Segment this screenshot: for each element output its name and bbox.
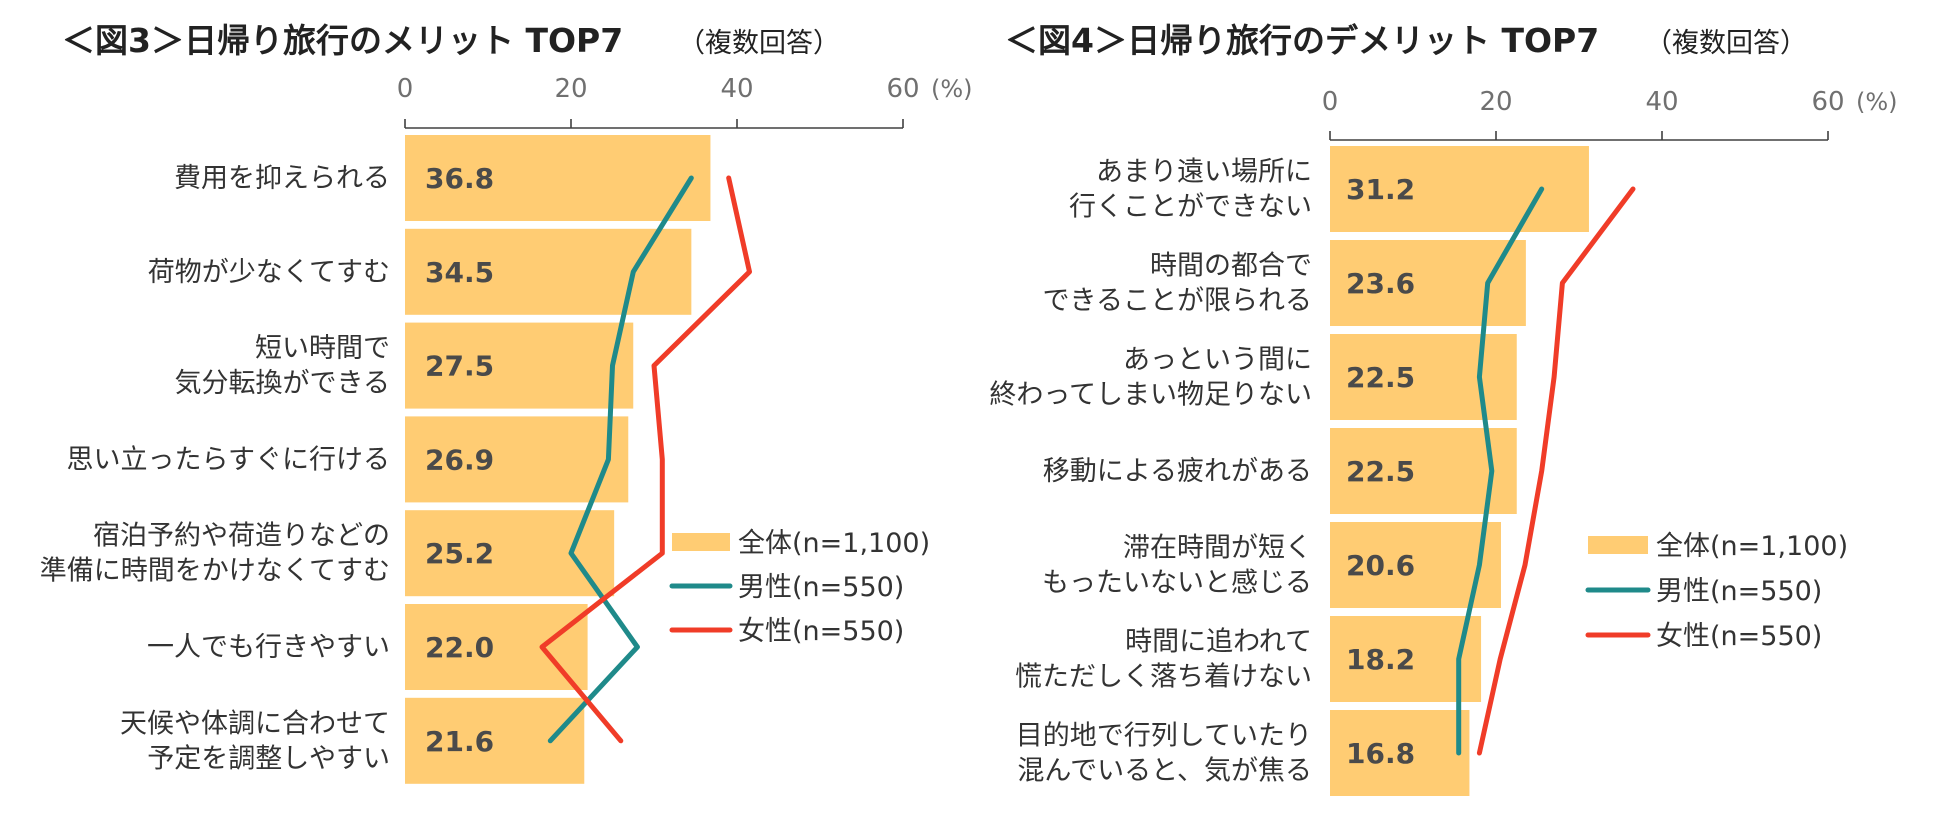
chart-subtitle: （複数回答） [678,28,840,59]
bar [1330,240,1526,326]
bar [1330,146,1589,232]
bar-value-label: 27.5 [425,350,494,383]
bar-value-label: 31.2 [1346,173,1415,206]
category-label: 滞在時間が短く [1123,533,1312,564]
category-label: 費用を抑えられる [174,163,390,194]
legend-label: 全体(n=1,100) [1656,531,1848,562]
category-label: 時間の都合で [1150,251,1312,282]
bar-value-label: 21.6 [425,725,494,758]
x-tick-label: 0 [1322,87,1339,117]
bar-value-label: 26.9 [425,443,494,476]
bar [405,604,588,690]
bar [405,228,692,315]
category-label: あまり遠い場所に [1096,157,1312,188]
x-tick-label: 20 [1479,87,1512,117]
chart-title: ＜図4＞日帰り旅行のデメリット TOP7 [1005,21,1599,60]
category-label: 移動による疲れがある [1043,456,1312,487]
legend: 全体(n=1,100) 男性(n=550) 女性(n=550) [1585,531,1848,652]
category-label: 行くことができない [1069,192,1312,223]
x-tick-label: 0 [397,74,414,104]
category-label: 混んでいると、気が焦る [1017,756,1312,787]
female-series-line [1476,186,1636,756]
bar [405,697,585,784]
bar-value-label: 18.2 [1346,643,1415,676]
bar [405,322,634,409]
legend-label: 女性(n=550) [738,616,904,647]
category-label: 目的地で行列していたり [1016,721,1312,752]
x-tick-label: 40 [1645,87,1678,117]
chart-panel-2: ＜図4＞日帰り旅行のデメリット TOP7 （複数回答） 0 20 40 60 (%) 31.2… [989,21,1898,796]
legend-label: 女性(n=550) [1656,621,1822,652]
bar [405,416,629,503]
category-label: できることが限られる [1043,286,1312,317]
x-tick-label: 60 [886,74,919,104]
category-label: 思い立ったらすぐに行ける [67,444,390,475]
chart-panel-1: ＜図3＞日帰り旅行のメリット TOP7 （複数回答） 0 20 40 60 (%) 36.8 費… [40,21,973,784]
female-series-line [539,175,752,744]
category-label: 慌ただしく落ち着けない [1015,662,1312,693]
category-label: 終わってしまい物足りない [989,380,1312,411]
unit-label: (%) [1856,88,1898,116]
bar-value-label: 16.8 [1346,737,1415,770]
unit-label: (%) [931,75,973,103]
category-label: 宿泊予約や荷造りなどの [93,521,390,552]
legend-swatch-overall [1588,536,1648,554]
legend-label: 男性(n=550) [1656,576,1822,607]
bar-value-label: 34.5 [425,256,494,289]
bar [405,135,711,221]
bar-value-label: 20.6 [1346,549,1415,582]
category-label: 一人でも行きやすい [147,632,390,663]
bar-value-label: 25.2 [425,537,494,570]
bar [1330,710,1470,796]
legend-label: 男性(n=550) [738,572,904,603]
category-label: 時間に追われて [1125,627,1312,658]
male-series-line [547,175,694,744]
chart-title: ＜図3＞日帰り旅行のメリット TOP7 [62,21,623,60]
bar-value-label: 36.8 [425,162,494,195]
legend-swatch-overall [672,533,730,551]
category-label: もったいないと感じる [1042,568,1312,599]
x-tick-label: 40 [720,74,753,104]
bar-value-label: 22.0 [425,631,494,664]
category-label: 荷物が少なくてすむ [148,257,390,288]
x-tick-label: 60 [1811,87,1844,117]
bar-value-label: 22.5 [1346,455,1415,488]
category-label: 予定を調整しやすい [147,743,390,774]
category-label: 天候や体調に合わせて [120,708,390,739]
chart-subtitle: （複数回答） [1645,28,1807,59]
legend: 全体(n=1,100) 男性(n=550) 女性(n=550) [669,528,930,647]
legend-label: 全体(n=1,100) [738,528,930,559]
bar [405,510,615,597]
category-label: 気分転換ができる [175,368,390,399]
bar [1330,616,1482,702]
x-tick-label: 20 [554,74,587,104]
category-label: 準備に時間をかけなくてすむ [40,556,390,587]
category-label: あっという間に [1123,345,1312,376]
male-series-line [1456,186,1545,756]
bar-value-label: 23.6 [1346,267,1415,300]
category-label: 短い時間で [255,333,390,364]
bar-value-label: 22.5 [1346,361,1415,394]
